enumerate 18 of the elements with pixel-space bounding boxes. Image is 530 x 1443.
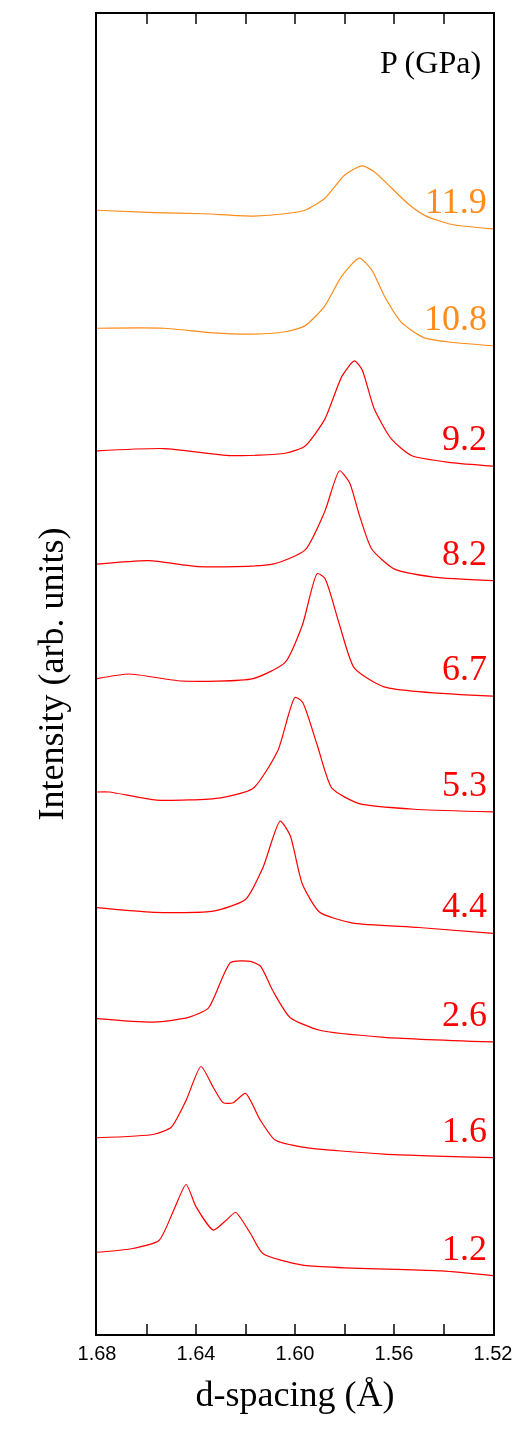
series-label: 9.2 (442, 418, 487, 458)
series-label: 2.6 (442, 994, 487, 1034)
series-label: 1.2 (442, 1228, 487, 1268)
x-tick-label: 1.60 (275, 1342, 315, 1364)
y-axis-title: Intensity (arb. units) (31, 527, 72, 821)
series-label: 10.8 (424, 298, 487, 338)
series-label: 11.9 (425, 181, 487, 221)
series-label: 6.7 (442, 648, 487, 688)
series-label: 1.6 (442, 1110, 487, 1150)
series-label: 5.3 (442, 764, 487, 804)
series-label: 8.2 (442, 533, 487, 573)
x-tick-label: 1.56 (374, 1342, 414, 1364)
series-label: 4.4 (442, 885, 487, 925)
x-tick-label: 1.64 (176, 1342, 216, 1364)
x-tick-label: 1.68 (77, 1342, 117, 1364)
x-tick-label: 1.52 (473, 1342, 513, 1364)
legend-title: P (GPa) (380, 44, 482, 80)
x-axis-title: d-spacing (Å) (195, 1374, 395, 1415)
